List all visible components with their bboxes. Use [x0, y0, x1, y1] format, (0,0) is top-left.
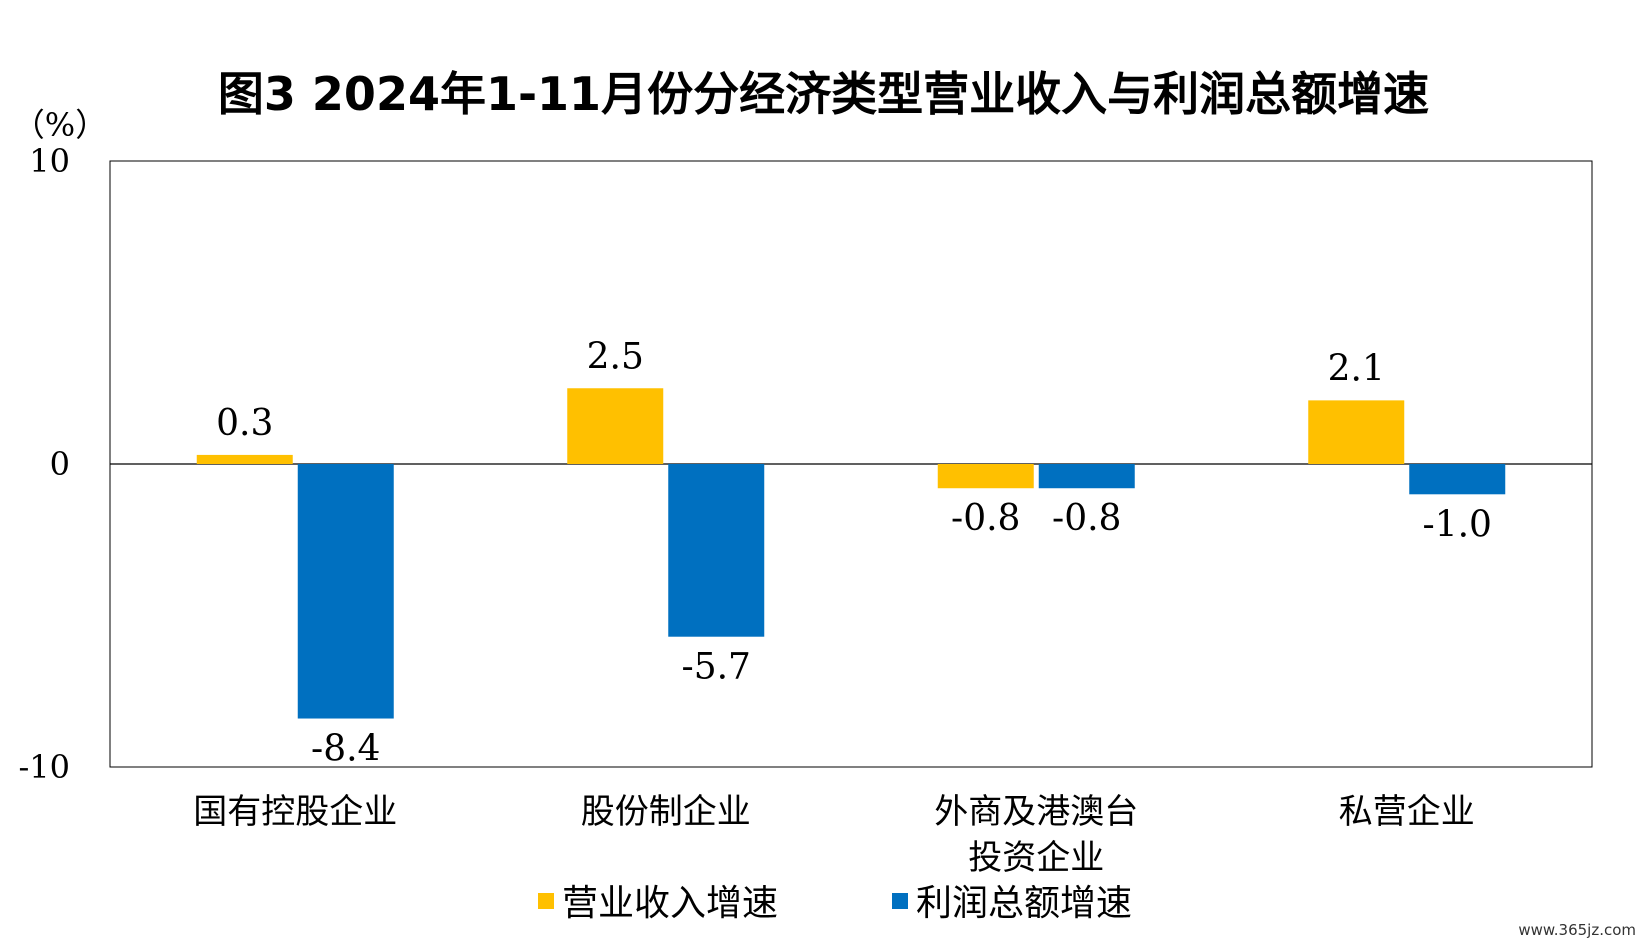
bar-profit	[1409, 464, 1506, 495]
bar-profit	[1038, 464, 1135, 489]
bar-revenue	[937, 464, 1034, 489]
legend-swatch-profit	[892, 893, 908, 909]
data-label: 2.5	[587, 336, 644, 377]
y-tick-label: 0	[50, 445, 70, 483]
watermark: www.365jz.com	[1518, 921, 1636, 939]
bar-profit	[297, 464, 394, 719]
category-label: 股份制企业	[581, 792, 751, 832]
data-label: -1.0	[1423, 504, 1492, 545]
y-tick-label: 10	[29, 142, 70, 180]
category-label: 外商及港澳台	[934, 792, 1138, 832]
bar-revenue	[1308, 400, 1405, 464]
data-label: 0.3	[216, 403, 273, 444]
data-label: -8.4	[311, 729, 380, 770]
legend-swatch-revenue	[538, 893, 554, 909]
bar-revenue	[196, 454, 293, 464]
y-axis-unit-label: （%）	[13, 106, 107, 144]
bar-revenue	[567, 388, 664, 464]
chart-title: 图3 2024年1-11月份分经济类型营业收入与利润总额增速	[217, 67, 1430, 121]
data-label: -0.8	[951, 498, 1020, 539]
category-label: 私营企业	[1339, 792, 1475, 832]
data-label: 2.1	[1328, 348, 1385, 389]
category-label: 投资企业	[968, 838, 1104, 878]
data-label: -0.8	[1052, 498, 1121, 539]
legend-label: 利润总额增速	[916, 883, 1132, 924]
bar-profit	[668, 464, 765, 637]
data-label: -5.7	[682, 647, 751, 688]
category-label: 国有控股企业	[193, 792, 397, 832]
y-tick-label: -10	[18, 748, 70, 786]
legend-label: 营业收入增速	[562, 883, 778, 924]
